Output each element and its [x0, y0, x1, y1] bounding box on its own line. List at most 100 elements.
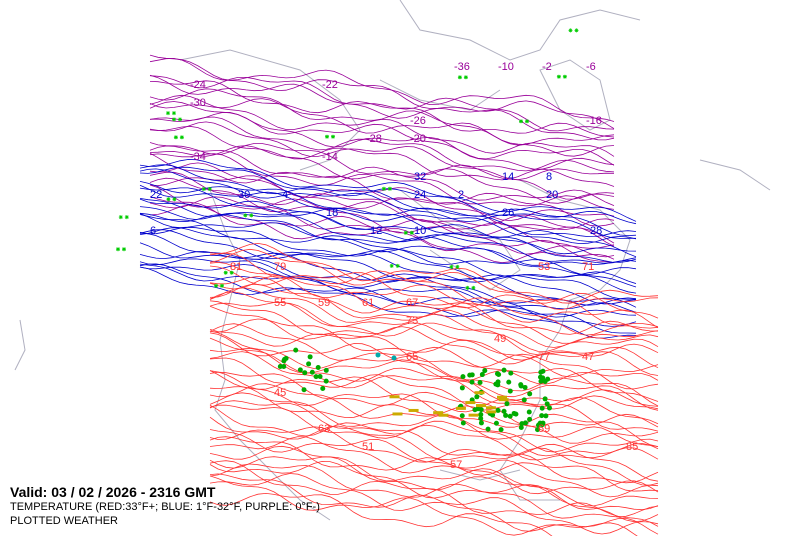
cold-isotherm [149, 121, 615, 181]
warm-isotherm [209, 492, 553, 536]
contour-label-cool: 32 [414, 171, 426, 183]
rain-symbol [460, 374, 466, 380]
warm-isotherm [209, 242, 659, 304]
rain-symbol [498, 427, 504, 433]
freezing-rain-symbol [465, 401, 476, 405]
coastline [399, 0, 641, 61]
snow-symbol [465, 285, 476, 290]
snowflake [220, 283, 224, 288]
warm-isotherm [209, 436, 659, 495]
warm-isotherm [209, 305, 659, 376]
rain-symbol [539, 413, 545, 419]
contour-label-warm: 49 [494, 333, 506, 345]
snow-symbol [166, 197, 177, 202]
rain-symbol [301, 387, 307, 393]
freezing-rain-symbol [408, 408, 419, 412]
rain-symbol [315, 364, 321, 370]
rain-symbol [546, 405, 552, 411]
contour-label-cool: 6 [150, 225, 156, 237]
cool-isotherm [139, 214, 637, 288]
snow-symbol [201, 187, 212, 191]
contour-label-cold: -28 [366, 133, 382, 145]
cool-isotherm [139, 181, 637, 238]
valid-time: Valid: 03 / 02 / 2026 - 2316 GMT [10, 484, 216, 500]
contour-label-warm: 53 [538, 261, 550, 273]
map-legend: Valid: 03 / 02 / 2026 - 2316 GMT TEMPERA… [10, 484, 320, 528]
isotherm-layer [139, 54, 659, 536]
rain-symbol [474, 394, 480, 400]
snowflake [166, 111, 170, 116]
freezing-rain-symbol [497, 395, 508, 399]
coastline [439, 469, 521, 481]
snowflake [331, 134, 335, 139]
snowflake [116, 247, 120, 252]
rain-symbol [494, 371, 500, 377]
snowflake [214, 283, 218, 288]
warm-isotherm [209, 357, 659, 425]
cold-isotherm [149, 75, 615, 132]
cool-isotherm [139, 226, 637, 284]
rain-symbol [460, 420, 466, 426]
drizzle-symbol [375, 352, 381, 358]
contour-label-warm: 73 [406, 315, 418, 327]
snowflake [568, 28, 573, 33]
cold-isotherm [149, 196, 615, 255]
snowflake [229, 270, 234, 275]
freezing-rain-symbol [433, 411, 444, 415]
rain-symbol [535, 427, 541, 433]
snow-symbol [243, 213, 254, 218]
contour-label-warm: 61 [362, 297, 374, 309]
warm-isotherm [209, 400, 659, 457]
coastline [14, 319, 26, 371]
contour-label-warm: 51 [362, 441, 374, 453]
freezing-rain-symbol [392, 412, 403, 416]
warm-isotherm [209, 445, 659, 507]
contour-label-warm: 67 [406, 297, 418, 309]
rain-symbol [478, 420, 484, 426]
warm-isotherm [209, 252, 659, 319]
snowflake [207, 187, 212, 191]
snowflake [409, 230, 414, 235]
freezing-rain-symbol [455, 406, 466, 410]
coastline [699, 159, 771, 191]
snowflake [455, 264, 460, 269]
warm-isotherm [209, 370, 659, 432]
snowflake [178, 117, 182, 122]
snowflake [449, 264, 454, 269]
cold-isotherm [149, 204, 615, 264]
rain-symbol [522, 384, 528, 390]
contour-label-cool: 8 [546, 171, 552, 183]
cold-isotherm [149, 184, 615, 258]
rain-symbol [281, 364, 287, 370]
rain-symbol [501, 408, 507, 414]
snowflake [403, 230, 408, 235]
warm-isotherm [209, 248, 659, 311]
rain-symbol [490, 412, 496, 418]
warm-isotherm [209, 337, 659, 411]
contour-label-layer: -2 -6 -10 -14 -16 -20 -22 -24 -26 -28 -30 -34 -36 18 2… [150, 61, 638, 471]
rain-symbol [518, 425, 524, 431]
rain-symbol [495, 407, 501, 413]
rain-symbol [506, 379, 512, 385]
contour-label-warm: 55 [274, 297, 286, 309]
coastline-layer [14, 0, 771, 521]
contour-label-cold: -26 [410, 115, 426, 127]
warm-isotherm [209, 383, 659, 444]
warm-isotherm [209, 473, 659, 535]
snowflake [166, 197, 171, 202]
coastline [379, 79, 501, 111]
cold-isotherm [149, 116, 615, 173]
snow-symbol [172, 117, 182, 122]
rain-symbol [544, 401, 550, 407]
rain-symbol [495, 379, 501, 385]
rain-symbol [478, 411, 484, 417]
snow-symbol [403, 230, 414, 235]
snow-symbol [173, 135, 184, 140]
rain-symbol [317, 373, 323, 379]
freezing-rain-symbol [468, 413, 479, 417]
warm-isotherm [209, 426, 659, 484]
freezing-rain-symbol [474, 391, 485, 395]
rain-symbol [302, 370, 308, 376]
rain-symbol [482, 368, 488, 374]
coastline [499, 179, 631, 501]
